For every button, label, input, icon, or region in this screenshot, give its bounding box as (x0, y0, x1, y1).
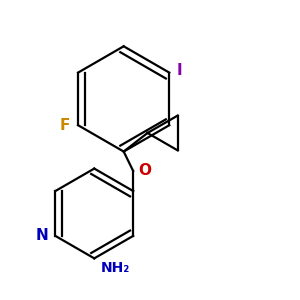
Text: F: F (60, 118, 70, 133)
Text: NH₂: NH₂ (100, 262, 130, 275)
Text: I: I (177, 63, 183, 78)
Text: N: N (36, 228, 49, 243)
Text: O: O (138, 164, 151, 178)
